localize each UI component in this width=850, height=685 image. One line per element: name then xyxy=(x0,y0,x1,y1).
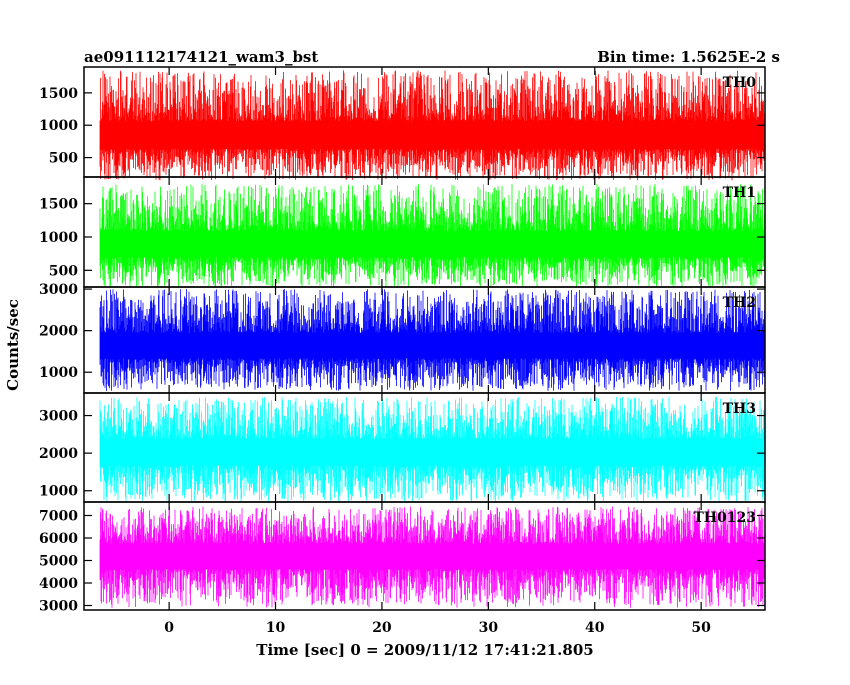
y-tick-label: 500 xyxy=(49,263,78,279)
y-tick-label: 500 xyxy=(49,151,78,167)
y-tick-label: 3000 xyxy=(39,282,78,298)
x-axis: 0 10 20 30 40 50 xyxy=(164,620,711,636)
panel-th0123: 3000 4000 5000 6000 7000 TH0123 xyxy=(39,501,766,615)
x-axis-title: Time [sec] 0 = 2009/11/12 17:41:21.805 xyxy=(256,641,593,659)
panel-label-th3: TH3 xyxy=(723,401,756,417)
y-tick-label: 1500 xyxy=(39,86,78,102)
panel-th3: 1000 2000 3000 TH3 xyxy=(39,392,766,503)
x-tick-label: 50 xyxy=(691,620,711,636)
panels-layer: 500 1000 1500 TH0 500 1000 1500 TH1 1000 2000 3000… xyxy=(39,66,766,615)
x-tick-label: 10 xyxy=(266,620,286,636)
y-tick-label: 5000 xyxy=(39,554,78,570)
y-tick-label: 1000 xyxy=(39,365,78,381)
x-tick-label: 0 xyxy=(164,620,174,636)
y-tick-label: 2000 xyxy=(39,324,78,340)
y-tick-label: 3000 xyxy=(39,409,78,425)
series-th0123 xyxy=(99,506,766,608)
panel-label-th0: TH0 xyxy=(723,75,757,91)
panel-th2: 1000 2000 3000 TH2 xyxy=(39,282,766,394)
panel-frame xyxy=(83,501,766,611)
y-tick-label: 6000 xyxy=(39,531,78,547)
series-th3 xyxy=(99,396,766,502)
x-tick-label: 20 xyxy=(372,620,392,636)
y-tick-label: 3000 xyxy=(39,599,78,615)
chart-title: ae091112174121_wam3_bst xyxy=(84,48,318,66)
y-axis-title: Counts/sec xyxy=(4,299,22,391)
y-tick-label: 2000 xyxy=(39,446,78,462)
series-th2 xyxy=(99,289,766,391)
panel-label-th2: TH2 xyxy=(723,295,756,311)
y-tick-label: 7000 xyxy=(39,509,78,525)
panel-th1: 500 1000 1500 TH1 xyxy=(39,176,766,288)
series-th1 xyxy=(99,183,766,287)
x-tick-label: 40 xyxy=(585,620,605,636)
y-tick-label: 1500 xyxy=(39,197,78,213)
y-tick-label: 1000 xyxy=(39,230,78,246)
series-th0 xyxy=(99,70,766,181)
x-tick-label: 30 xyxy=(479,620,499,636)
panel-th0: 500 1000 1500 TH0 xyxy=(39,66,766,181)
panel-label-th0123: TH0123 xyxy=(693,510,756,526)
panel-label-th1: TH1 xyxy=(723,185,756,201)
y-tick-label: 1000 xyxy=(39,118,78,134)
y-tick-label: 1000 xyxy=(39,484,78,500)
chart-subtitle: Bin time: 1.5625E-2 s xyxy=(597,48,780,66)
y-tick-label: 4000 xyxy=(39,576,78,592)
